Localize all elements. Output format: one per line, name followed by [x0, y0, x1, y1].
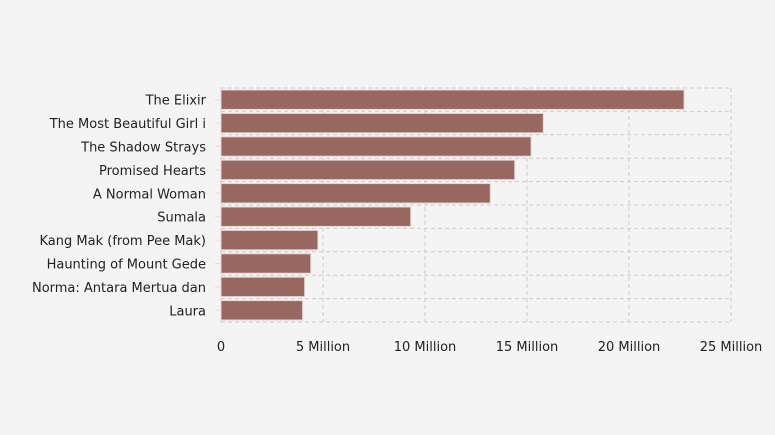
- bar[interactable]: [220, 229, 319, 251]
- bar[interactable]: [220, 300, 304, 321]
- x-tick-label: 10 Million: [394, 340, 457, 355]
- bar[interactable]: [220, 159, 516, 181]
- x-tick-label: 15 Million: [496, 340, 559, 355]
- y-tick-label: Kang Mak (from Pee Mak): [40, 234, 206, 249]
- bar[interactable]: [220, 89, 685, 110]
- y-tick-label: The Shadow Strays: [80, 141, 206, 156]
- x-tick-label: 25 Million: [700, 340, 763, 355]
- bar[interactable]: [220, 206, 412, 227]
- bar[interactable]: [220, 253, 312, 274]
- bar[interactable]: [220, 183, 491, 204]
- y-tick-label: Haunting of Mount Gede: [47, 258, 206, 273]
- bar[interactable]: [220, 112, 544, 134]
- y-tick-label: Laura: [169, 304, 206, 319]
- bars: [220, 89, 685, 321]
- x-tick-label: 0: [217, 340, 225, 355]
- y-tick-label: A Normal Woman: [93, 187, 206, 202]
- x-tick-label: 20 Million: [598, 340, 661, 355]
- bar[interactable]: [220, 136, 532, 157]
- y-tick-label: The Most Beautiful Girl i: [49, 117, 206, 132]
- bar[interactable]: [220, 276, 306, 298]
- y-axis: The Elixir The Most Beautiful Girl i The S…: [32, 94, 219, 319]
- x-axis: 0 5 Million 10 Million 15 Million 20 Million…: [217, 340, 762, 355]
- x-tick-label: 5 Million: [296, 340, 350, 355]
- y-tick-label: Promised Hearts: [99, 164, 206, 179]
- y-tick-label: Sumala: [157, 211, 206, 226]
- y-tick-label: The Elixir: [145, 94, 207, 109]
- y-tick-label: Norma: Antara Mertua dan: [32, 281, 206, 296]
